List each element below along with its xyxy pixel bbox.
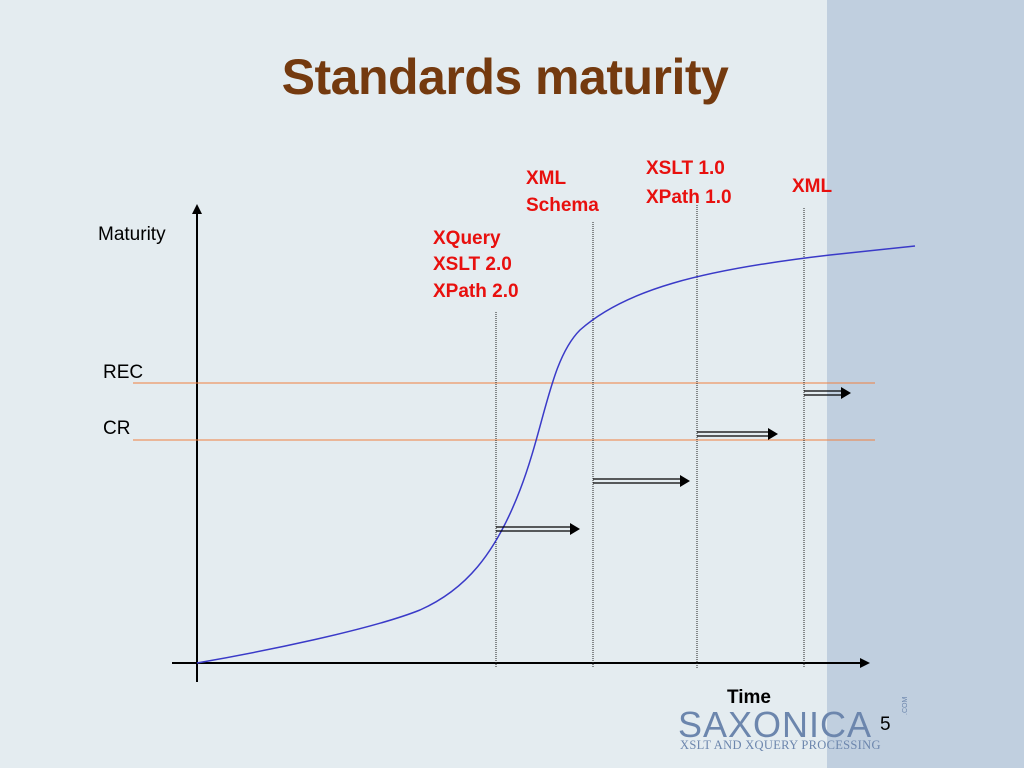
logo-tagline: XSLT AND XQUERY PROCESSING — [680, 738, 881, 752]
logo-wordmark: SAXONICA — [678, 704, 873, 745]
milestone-label-line: XSLT 2.0 — [433, 254, 512, 275]
progress-arrow-xslt1 — [697, 428, 778, 440]
milestone-label-xml: XML — [792, 176, 833, 197]
progress-arrow-xml — [804, 387, 851, 399]
milestone-label-line: XPath 1.0 — [646, 187, 732, 208]
logo-suffix: .COM — [902, 696, 909, 715]
page-number: 5 — [880, 714, 891, 735]
milestone-label-line: Schema — [526, 195, 599, 216]
x-axis-arrowhead — [860, 658, 870, 668]
milestone-label-xslt1: XSLT 1.0 XPath 1.0 — [646, 158, 732, 208]
milestone-label-xquery: XQuery XSLT 2.0 XPath 2.0 — [433, 228, 519, 302]
milestone-label-line: XML — [792, 176, 833, 197]
cr-level-label: CR — [103, 418, 130, 439]
saxonica-logo: SAXONICA .COM XSLT AND XQUERY PROCESSING — [678, 697, 918, 756]
milestone-label-xml-schema: XML Schema — [526, 168, 599, 216]
progress-arrow-xml-schema — [593, 475, 690, 487]
y-axis-arrowhead — [192, 204, 202, 214]
milestone-label-line: XML — [526, 168, 567, 189]
right-decorative-band — [827, 0, 1024, 768]
slide-title: Standards maturity — [281, 49, 729, 105]
x-axis-label: Time — [727, 687, 771, 708]
progress-arrow-xquery — [496, 523, 580, 535]
milestone-label-line: XPath 2.0 — [433, 281, 519, 302]
milestone-label-line: XQuery — [433, 228, 501, 249]
milestone-label-line: XSLT 1.0 — [646, 158, 725, 179]
maturity-curve — [196, 245, 916, 664]
rec-level-label: REC — [103, 362, 143, 383]
y-axis-label: Maturity — [98, 224, 166, 245]
